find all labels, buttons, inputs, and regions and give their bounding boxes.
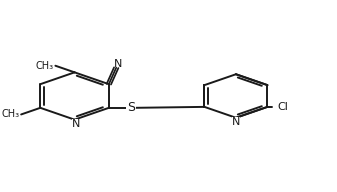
Text: N: N — [72, 119, 80, 129]
Text: S: S — [127, 101, 135, 114]
Text: N: N — [114, 59, 122, 69]
Text: Cl: Cl — [277, 102, 288, 112]
Text: CH₃: CH₃ — [36, 61, 54, 71]
Text: CH₃: CH₃ — [1, 109, 20, 119]
Text: N: N — [232, 118, 240, 127]
